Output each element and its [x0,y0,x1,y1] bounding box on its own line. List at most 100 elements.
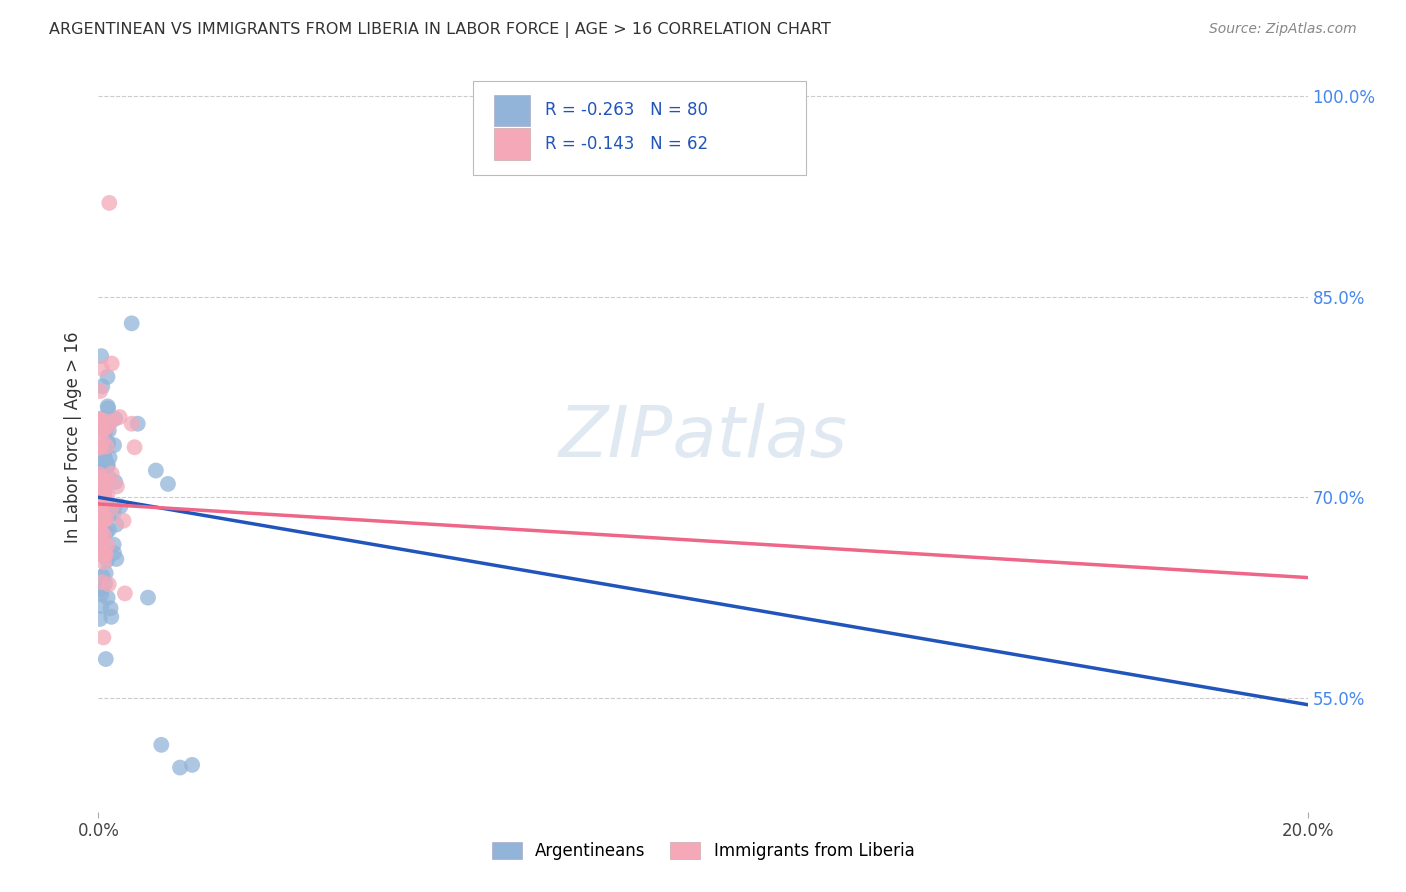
Point [93,631,115,645]
Point [90,425,112,439]
Point [156,477,179,491]
Point [91,569,114,583]
Point [91,491,114,505]
Point [97,470,120,484]
Point [91,413,114,427]
Point [93,422,115,436]
Point [96,538,118,552]
Point [96,553,118,567]
Point [87,439,110,453]
Point [97,400,120,414]
Point [91,434,114,448]
Point [93,547,115,561]
Point [91,513,114,527]
Point [93,512,115,526]
Point [89,467,111,482]
Point [100,610,122,624]
Point [169,761,191,775]
Point [90,575,112,590]
Point [93,442,115,456]
Point [96,506,118,520]
Point [121,316,143,330]
Point [100,356,122,371]
Point [89,415,111,429]
Point [90,524,112,539]
Point [104,499,127,513]
Point [93,548,115,562]
Point [105,479,128,493]
Y-axis label: In Labor Force | Age > 16: In Labor Force | Age > 16 [65,331,83,543]
Point [89,440,111,454]
Point [121,417,143,431]
Point [91,498,114,512]
Point [87,513,110,527]
Point [90,498,112,512]
Point [93,486,115,500]
Point [93,446,115,460]
Point [100,467,122,481]
Point [89,466,111,480]
FancyBboxPatch shape [474,81,806,175]
Point [97,475,120,489]
FancyBboxPatch shape [494,128,530,160]
Point [127,417,149,431]
Point [91,498,114,512]
Point [97,401,120,416]
Point [89,412,111,426]
Point [108,410,131,425]
Point [90,524,112,538]
Point [100,601,122,615]
Point [90,468,112,483]
Point [100,501,122,516]
Point [104,411,127,425]
Point [94,492,117,507]
Point [93,489,115,503]
Point [98,195,121,210]
Point [104,475,127,489]
Point [89,506,111,520]
Point [114,586,136,600]
Point [90,587,112,601]
Point [89,541,111,555]
Point [94,423,117,437]
Point [87,543,110,558]
Point [110,500,132,514]
Point [94,498,117,512]
Point [96,420,118,434]
Point [91,491,114,505]
Point [94,652,117,666]
Point [181,758,204,772]
Point [90,500,112,514]
Point [97,424,120,438]
Point [90,599,112,613]
Text: R = -0.143   N = 62: R = -0.143 N = 62 [544,135,707,153]
Point [96,369,118,384]
Point [100,414,122,428]
Point [90,411,112,425]
Point [90,582,112,596]
Point [90,470,112,484]
Point [90,547,112,561]
Point [89,384,111,398]
Point [93,555,115,569]
Point [97,436,120,450]
Point [96,488,118,502]
Point [97,458,120,472]
Point [90,541,112,556]
Point [94,549,117,563]
Point [90,361,112,376]
Point [91,510,114,524]
Point [94,548,117,562]
Point [91,482,114,496]
Point [90,349,112,363]
Text: Source: ZipAtlas.com: Source: ZipAtlas.com [1209,22,1357,37]
Point [89,582,111,597]
Point [93,483,115,498]
Text: ARGENTINEAN VS IMMIGRANTS FROM LIBERIA IN LABOR FORCE | AGE > 16 CORRELATION CHA: ARGENTINEAN VS IMMIGRANTS FROM LIBERIA I… [49,22,831,38]
Point [93,491,115,506]
Point [105,517,128,532]
Text: ZIPatlas: ZIPatlas [558,402,848,472]
Point [103,506,125,520]
Point [89,441,111,455]
Point [93,495,115,509]
